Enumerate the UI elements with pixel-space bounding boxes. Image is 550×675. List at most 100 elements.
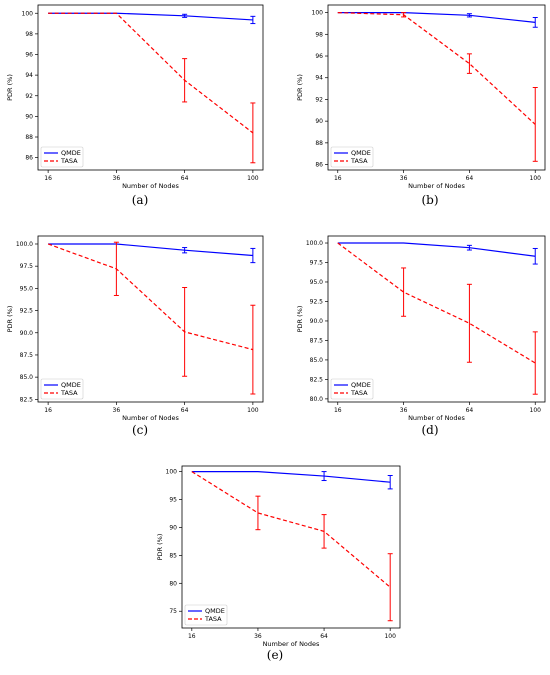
panel-d-legend-label-tasa: TASA [350,389,368,397]
panel-b-ytick-label: 96 [315,53,323,60]
panel-c-xtick-label: 100 [247,407,259,414]
panel-c-ytick-label: 100.0 [16,241,33,248]
panel-a-ytick-label: 98 [25,31,33,38]
panel-e-ytick-label: 80 [169,580,177,587]
panel-d-ytick-label: 80.0 [310,396,324,403]
panel-d-ylabel: PDR (%) [296,306,304,333]
panel-e-legend-box [184,604,228,626]
panel-a-series-qmde-line [48,12,253,21]
panel-b-axes-frame [327,4,546,171]
panel-d-ytick-label: 87.5 [310,337,324,344]
panel-b-ytick-label: 86 [315,162,323,169]
panel-e-series-qmde-line [191,470,391,483]
panel-d: 80.0 82.5 85.0 87.5 90.0 92.5 95.0 97.5 100.0 16 3… [296,235,546,437]
panel-b-ytick-label: 88 [315,140,323,147]
panel-a-ytick-label: 90 [25,113,33,120]
panel-c-ytick-label: 95.0 [20,285,34,292]
panel-d-axes-frame [327,235,546,403]
panel-c-ytick-label: 97.5 [20,263,34,270]
panel-b-legend-label-tasa: TASA [350,157,368,165]
panel-b-xtick-label: 36 [400,175,408,182]
panel-c-xlabel: Number of Nodes [122,414,179,422]
panel-a-xtick-label: 64 [181,175,189,182]
panel-e-legend-label-tasa: TASA [204,615,222,623]
panel-a-ytick-label: 86 [25,155,33,162]
panel-b-xtick-label: 64 [466,175,474,182]
panel-c-series-qmde-line [48,243,253,257]
panel-a-legend-label-qmde: QMDE [61,149,81,157]
panel-b-ytick-label: 100 [312,10,324,17]
panel-d-ytick-label: 85.0 [310,357,324,364]
panel-d-ytick-label: 95.0 [310,279,324,286]
panel-d-xtick-label: 16 [334,407,342,414]
panel-d-legend-label-qmde: QMDE [351,381,371,389]
panel-a-ytick-label: 94 [25,72,33,79]
panel-d-series-qmde-line [337,242,536,257]
panel-c-ytick-label: 82.5 [20,396,34,403]
panel-c: 82.5 85.0 87.5 90.0 92.5 95.0 97.5 100.0 16 36 64 1… [6,235,264,437]
panel-a-ytick-label: 92 [25,93,33,100]
panel-d-legend-box [330,378,374,400]
panel-b-series-qmde-line [337,12,536,23]
panel-c-xtick-label: 36 [113,407,121,414]
panel-a-ytick-label: 96 [25,52,33,59]
panel-e-ytick-label: 90 [169,524,177,531]
panel-e-xlabel: Number of Nodes [263,640,320,648]
panel-c-xtick-label: 16 [44,407,52,414]
panel-a-xtick-label: 36 [113,175,121,182]
panel-c-ytick-label: 85.0 [20,374,34,381]
panel-c-legend-box [40,378,84,400]
panel-a-xtick-label: 100 [247,175,259,182]
panel-a-xtick-label: 16 [44,175,52,182]
panel-b-xtick-label: 16 [334,175,342,182]
panel-e-ytick-label: 100 [166,469,178,476]
panel-b-ytick-label: 94 [315,75,323,82]
panel-a-legend-label-tasa: TASA [60,157,78,165]
panel-b-legend-label-qmde: QMDE [351,149,371,157]
panel-e-ytick-label: 85 [169,552,177,559]
panel-e-xtick-label: 36 [254,633,262,640]
panel-c-ytick-label: 87.5 [20,352,34,359]
panel-d-xtick-label: 100 [530,407,542,414]
panel-e-caption: (e) [267,648,283,662]
panel-d-xtick-label: 36 [400,407,408,414]
panel-b-legend-box [330,146,374,168]
panel-e-ytick-label: 75 [169,608,177,615]
panel-c-ytick-label: 92.5 [20,308,34,315]
panel-b-caption: (b) [421,193,438,207]
panel-b-ytick-label: 92 [315,96,323,103]
panel-b-xtick-label: 100 [530,175,542,182]
panel-e: 75 80 85 90 95 100 16 36 64 100 Number of Nodes PDR… [156,465,401,662]
panel-c-series-tasa-line [47,243,254,351]
panel-a-ylabel: PDR (%) [6,74,14,101]
panel-d-ytick-label: 97.5 [310,259,324,266]
panel-a-legend-box [40,146,84,168]
panel-d-xtick-label: 64 [466,407,474,414]
panel-a: 86 88 90 92 94 96 98 100 16 36 64 100 Number of Node… [6,4,264,207]
panel-b-ylabel: PDR (%) [296,74,304,101]
panel-c-legend-label-qmde: QMDE [61,381,81,389]
panel-e-legend-label-qmde: QMDE [205,607,225,615]
panel-e-series-tasa-line [191,471,391,588]
panel-c-ytick-label: 90.0 [20,330,34,337]
panel-c-xtick-label: 64 [181,407,189,414]
panel-d-series-tasa-line [337,242,536,364]
panel-c-ylabel: PDR (%) [6,306,14,333]
panel-a-axes-frame [37,4,264,171]
panel-e-ylabel: PDR (%) [156,534,164,561]
panel-d-xlabel: Number of Nodes [408,414,465,422]
panel-d-ytick-label: 92.5 [310,298,324,305]
panel-e-xtick-label: 100 [384,633,396,640]
panel-b-ytick-label: 98 [315,31,323,38]
panel-a-caption: (a) [132,193,149,207]
panel-c-axes-frame [37,235,264,403]
panel-b: 86 88 90 92 94 96 98 100 16 36 64 100 Number of Node… [296,4,546,207]
panel-b-series-tasa-line [337,12,536,125]
panel-a-ytick-label: 100 [22,10,34,17]
panel-b-xlabel: Number of Nodes [408,182,465,190]
